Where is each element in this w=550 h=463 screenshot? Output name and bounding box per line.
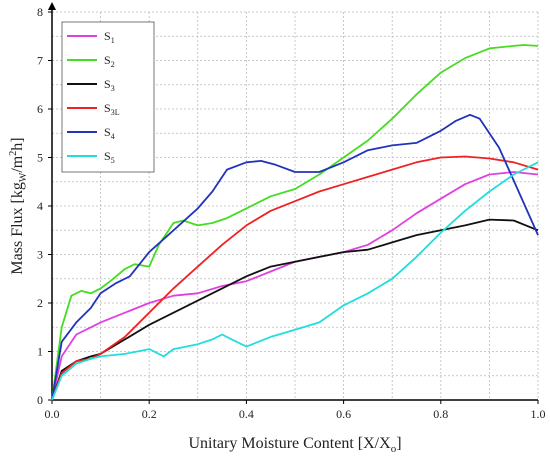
y-tick-label: 6 xyxy=(37,102,43,116)
y-tick-label: 8 xyxy=(37,5,43,19)
x-tick-label: 1.0 xyxy=(531,407,546,421)
legend-label: S5 xyxy=(104,149,115,165)
series-line-2 xyxy=(51,44,539,401)
legend-label-sub: 3L xyxy=(111,108,120,117)
legend-label: S4 xyxy=(104,125,115,141)
y-axis-label: Mass Flux [kgW/m2h] xyxy=(8,137,29,274)
series-line-5 xyxy=(51,113,539,401)
y-tick-label: 7 xyxy=(37,54,43,68)
legend-label-main: S xyxy=(104,149,111,163)
y-axis-label-part-1: Mass Flux [kg xyxy=(9,182,26,274)
legend-label-main: S xyxy=(104,29,111,43)
legend-label-main: S xyxy=(104,77,111,91)
series-line-1 xyxy=(51,171,539,401)
y-axis-label-part-4: 2 xyxy=(8,151,19,156)
y-axis-arrow xyxy=(48,2,56,10)
legend-label-sub: 5 xyxy=(111,156,115,165)
x-tick-label: 0.2 xyxy=(142,407,157,421)
legend-label-sub: 4 xyxy=(111,132,115,141)
series-lines xyxy=(51,44,539,401)
y-tick-label: 0 xyxy=(37,393,43,407)
y-tick-label: 5 xyxy=(37,151,43,165)
legend-label-main: S xyxy=(104,101,111,115)
y-axis-label-part-5: h] xyxy=(9,137,26,150)
y-axis-label-part-2: W xyxy=(18,172,29,182)
legend-label: S1 xyxy=(104,29,115,45)
axes xyxy=(48,2,539,404)
x-tick-label: 0.0 xyxy=(45,407,60,421)
series-line-6 xyxy=(51,161,539,401)
series-line-4 xyxy=(51,155,539,401)
y-tick-label: 1 xyxy=(37,345,43,359)
y-tick-label: 2 xyxy=(37,296,43,310)
x-axis-label-end: ] xyxy=(396,435,401,452)
legend-label: S3L xyxy=(104,101,120,117)
legend-label-sub: 3 xyxy=(111,84,115,93)
x-tick-label: 0.8 xyxy=(433,407,448,421)
legend-label-sub: 2 xyxy=(111,60,115,69)
legend-label: S2 xyxy=(104,53,115,69)
x-tick-label: 0.4 xyxy=(239,407,254,421)
legend-label-sub: 1 xyxy=(111,36,115,45)
y-tick-label: 3 xyxy=(37,248,43,262)
y-tick-label: 4 xyxy=(37,199,43,213)
x-axis-label: Unitary Moisture Content [X/Xo] xyxy=(188,435,401,455)
legend-label-main: S xyxy=(104,125,111,139)
x-axis-label-main: Unitary Moisture Content [X/X xyxy=(188,435,391,452)
legend-label-main: S xyxy=(104,53,111,67)
legend-box xyxy=(61,21,155,173)
y-axis-label-part-3: /m xyxy=(9,155,26,172)
x-axis-label-sub: o xyxy=(391,443,397,455)
x-tick-label: 0.6 xyxy=(336,407,351,421)
tick-labels: 0.0 0.2 0.4 0.6 0.8 1.0 0 1 2 3 4 5 6 7 8 xyxy=(37,5,546,421)
legend-label: S3 xyxy=(104,77,115,93)
